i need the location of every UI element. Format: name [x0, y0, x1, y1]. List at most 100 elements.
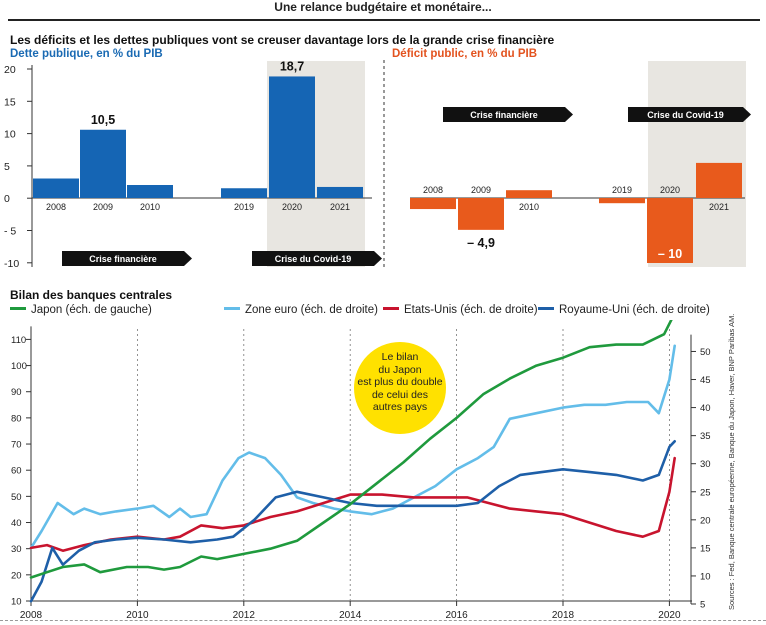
debt-category-label: 2008	[46, 202, 66, 212]
deficit-category-label: 2009	[471, 185, 491, 195]
page-title: Une relance budgétaire et monétaire...	[274, 0, 492, 14]
callout-line: de celui des	[371, 388, 429, 401]
deficit-bar	[458, 198, 504, 230]
crisis-banner	[62, 251, 192, 266]
right-tick-label: 50	[700, 347, 711, 358]
legend-swatch-japan	[10, 307, 26, 311]
deficit-bar	[647, 198, 693, 263]
callout-text: Le bilan du Japon est plus du double de …	[354, 351, 446, 414]
crisis-banner	[443, 107, 573, 122]
title-rule	[8, 19, 760, 21]
debt-category-label: 2020	[282, 202, 302, 212]
y-tick-label: 5	[4, 161, 10, 173]
y-tick-label: - 5	[4, 226, 16, 238]
left-tick-label: 90	[11, 387, 22, 398]
x-tick-label: 2008	[20, 610, 43, 621]
y-tick-label: 15	[4, 96, 16, 108]
debt-value-label: 18,7	[280, 59, 304, 73]
left-tick-label: 10	[11, 597, 22, 608]
crisis-banner	[628, 107, 751, 122]
right-tick-label: 35	[700, 431, 711, 442]
debt-subtitle: Dette publique, en % du PIB	[10, 48, 163, 60]
deficit-category-label: 2019	[612, 185, 632, 195]
y-tick-label: -10	[4, 258, 19, 270]
deficit-subtitle: Déficit public, en % du PIB	[392, 48, 538, 60]
debt-bar	[317, 186, 363, 198]
deficit-category-label: 2008	[423, 185, 443, 195]
x-tick-label: 2014	[339, 610, 362, 621]
legend-swatch-euro	[224, 307, 240, 311]
y-tick-label: 20	[4, 64, 16, 76]
debt-category-label: 2021	[330, 202, 350, 212]
deficit-bar	[599, 198, 645, 204]
legend-euro: Zone euro (éch. de droite)	[224, 304, 378, 316]
deficit-bar	[506, 190, 552, 198]
section1-title: Les déficits et les dettes publiques von…	[10, 33, 555, 47]
bottom-rule	[0, 620, 766, 621]
legend-us: Etats-Unis (éch. de droite)	[383, 304, 538, 316]
line-chart-svg: 1101009080706050403020105045403530252015…	[11, 320, 711, 621]
debt-bar	[33, 178, 79, 198]
crisis-banner-label: Crise financière	[89, 254, 157, 264]
debt-category-label: 2009	[93, 202, 113, 212]
callout-line: Le bilan	[381, 351, 419, 363]
left-tick-label: 20	[11, 570, 22, 581]
left-tick-label: 60	[11, 466, 22, 477]
x-tick-label: 2016	[445, 610, 468, 621]
debt-bar	[127, 185, 173, 198]
deficit-value-label: – 10	[658, 247, 682, 261]
legend-swatch-us	[383, 307, 399, 311]
legend-swatch-uk	[538, 307, 554, 311]
legend-japan: Japon (éch. de gauche)	[10, 304, 152, 316]
left-tick-label: 30	[11, 544, 22, 555]
callout-bubble	[354, 342, 446, 434]
debt-category-label: 2019	[234, 202, 254, 212]
x-tick-label: 2012	[233, 610, 256, 621]
deficit-category-label: 2021	[709, 202, 729, 212]
right-tick-label: 10	[700, 571, 711, 582]
left-tick-label: 110	[11, 335, 26, 346]
bar-charts-svg: 20 15 10 5 0 - 5 -10 2008 2009 10,5 2010 2019 2020 18…	[4, 59, 751, 270]
right-tick-label: 20	[700, 515, 711, 526]
callout-line: autres pays	[372, 401, 428, 413]
crisis-banner-label: Crise financière	[470, 110, 538, 120]
right-tick-label: 30	[700, 459, 711, 470]
debt-bar	[80, 129, 126, 198]
right-tick-label: 40	[700, 403, 711, 414]
bar-layer: 20 15 10 5 0 - 5 -10 2008 2009 10,5 2010 2019 2020 18…	[4, 59, 751, 270]
callout-line: du Japon	[378, 363, 422, 376]
crisis-banner	[252, 251, 382, 266]
crisis-banner-label: Crise du Covid-19	[647, 110, 724, 120]
debt-category-label: 2010	[140, 202, 160, 212]
right-tick-label: 45	[700, 375, 711, 386]
x-tick-label: 2018	[552, 610, 575, 621]
line-legend: Japon (éch. de gauche) Zone euro (éch. d…	[10, 304, 766, 318]
section2-title: Bilan des banques centrales	[10, 288, 173, 302]
right-tick-label: 15	[700, 543, 711, 554]
deficit-value-label: – 4,9	[467, 236, 495, 250]
right-tick-label: 5	[700, 600, 705, 611]
debt-value-label: 10,5	[91, 113, 115, 127]
debt-bar	[221, 188, 267, 198]
left-tick-label: 70	[11, 440, 22, 451]
x-tick-label: 2010	[126, 610, 149, 621]
y-tick-label: 10	[4, 129, 16, 141]
source-note: Sources : Fed, Banque centrale européenn…	[727, 314, 739, 610]
left-tick-label: 50	[11, 492, 22, 503]
japan-line	[29, 320, 673, 579]
deficit-bar	[410, 198, 456, 210]
deficit-category-label: 2020	[660, 185, 680, 195]
x-tick-label: 2020	[658, 610, 681, 621]
uk-line	[29, 440, 676, 603]
right-tick-label: 25	[700, 487, 711, 498]
callout-line: est plus du double	[357, 376, 443, 388]
deficit-bar	[696, 162, 742, 198]
left-tick-label: 100	[11, 361, 27, 372]
debt-bar	[269, 76, 315, 198]
crisis-banner-label: Crise du Covid-19	[275, 254, 352, 264]
line-layer: 1101009080706050403020105045403530252015…	[11, 320, 711, 621]
left-tick-label: 40	[11, 518, 22, 529]
source-text: Sources : Fed, Banque centrale européenn…	[727, 313, 736, 610]
left-tick-label: 80	[11, 413, 22, 424]
legend-uk: Royaume-Uni (éch. de droite)	[538, 304, 710, 316]
